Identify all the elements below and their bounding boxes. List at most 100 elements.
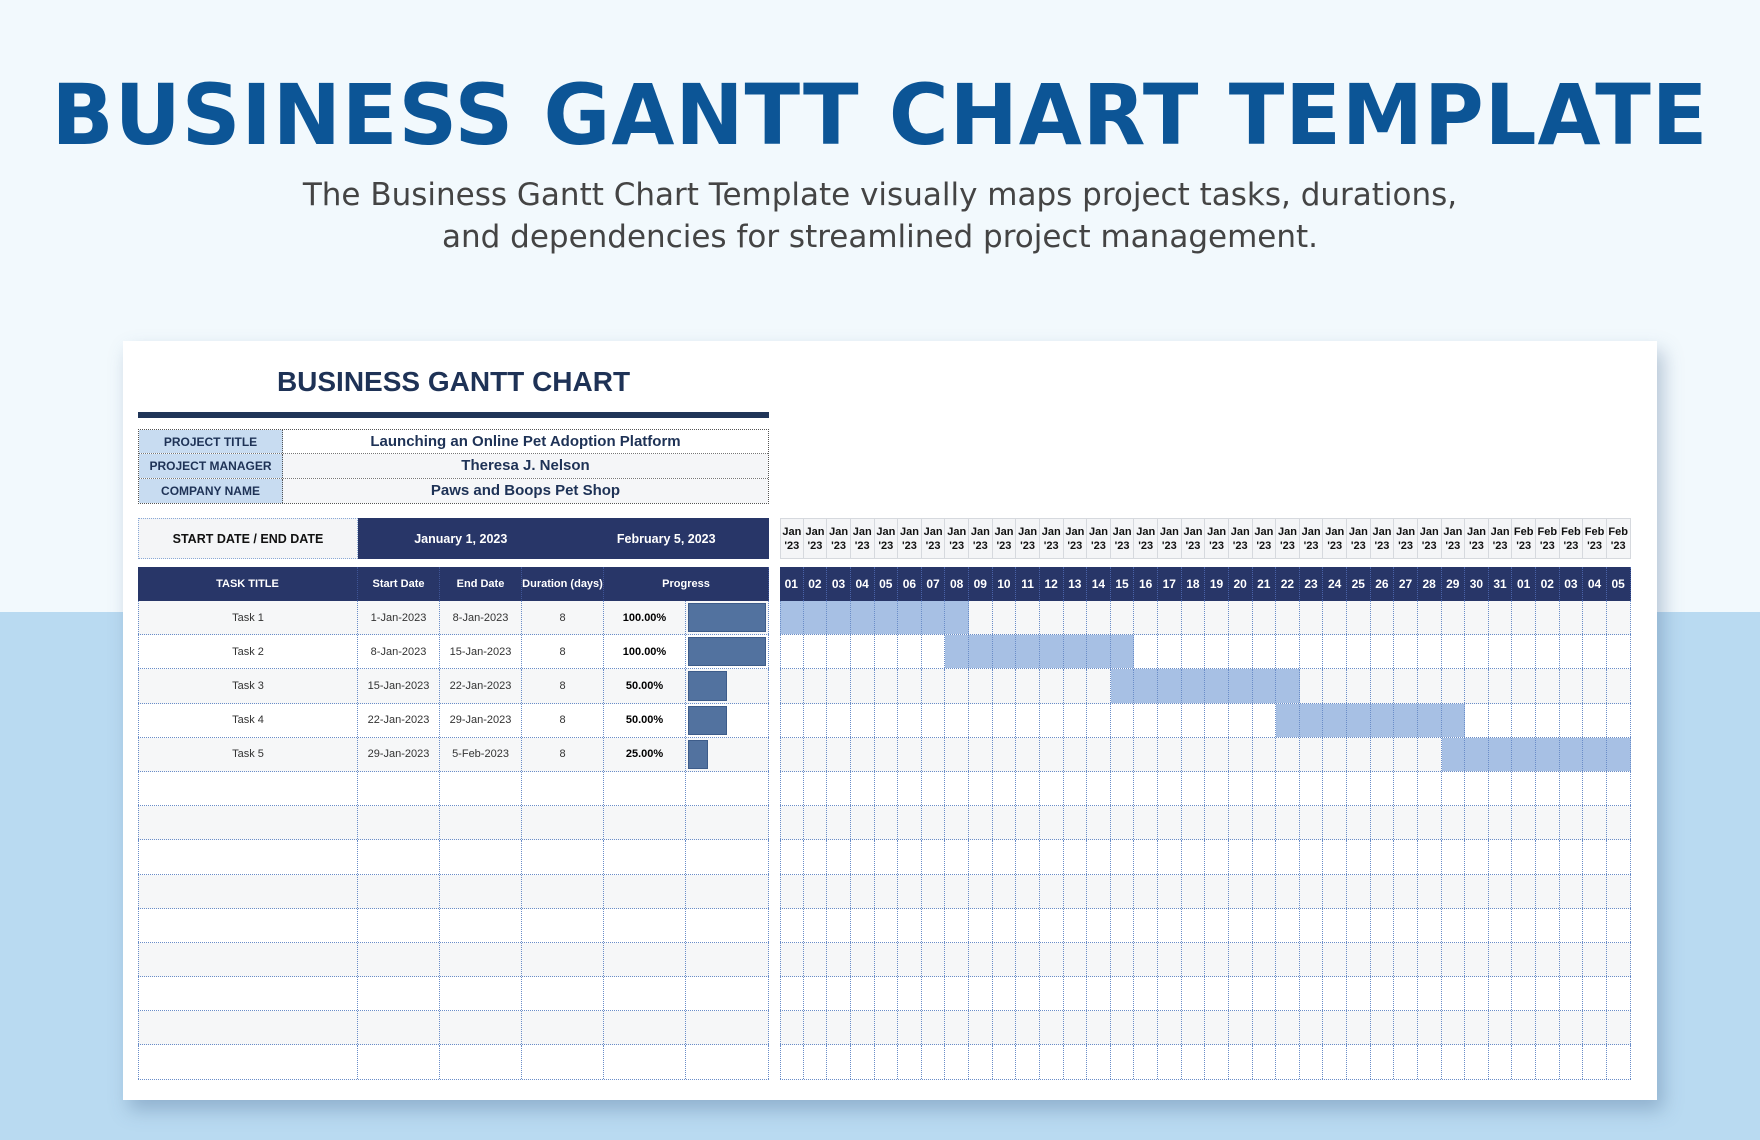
gantt-cell[interactable]	[1016, 601, 1040, 635]
task-title-cell[interactable]: Task 5	[138, 737, 358, 771]
gantt-cell[interactable]	[827, 771, 851, 806]
gantt-cell[interactable]	[1205, 635, 1229, 669]
gantt-cell[interactable]	[898, 771, 922, 806]
gantt-cell[interactable]	[1182, 635, 1206, 669]
gantt-cell[interactable]	[1489, 669, 1513, 703]
gantt-cell[interactable]	[1040, 840, 1064, 874]
gantt-cell[interactable]	[1536, 806, 1560, 840]
gantt-cell[interactable]	[1158, 908, 1182, 942]
gantt-cell[interactable]	[827, 635, 851, 669]
gantt-cell[interactable]	[1182, 977, 1206, 1011]
start-date-cell[interactable]	[358, 1045, 440, 1079]
gantt-cell[interactable]	[1300, 601, 1324, 635]
start-date-cell[interactable]	[358, 771, 440, 806]
gantt-cell[interactable]	[1182, 908, 1206, 942]
gantt-cell[interactable]	[827, 806, 851, 840]
gantt-cell[interactable]	[1607, 703, 1631, 737]
gantt-bar-cell[interactable]	[1512, 737, 1536, 771]
gantt-cell[interactable]	[875, 942, 899, 977]
progress-percent-cell[interactable]	[604, 874, 686, 908]
gantt-cell[interactable]	[1536, 942, 1560, 977]
gantt-cell[interactable]	[875, 908, 899, 942]
gantt-bar-cell[interactable]	[1417, 703, 1442, 737]
gantt-cell[interactable]	[1347, 840, 1371, 874]
gantt-cell[interactable]	[1134, 840, 1158, 874]
gantt-cell[interactable]	[1347, 874, 1371, 908]
gantt-cell[interactable]	[1111, 977, 1135, 1011]
gantt-bar-cell[interactable]	[1488, 737, 1513, 771]
gantt-cell[interactable]	[1134, 806, 1158, 840]
gantt-cell[interactable]	[1371, 840, 1395, 874]
gantt-cell[interactable]	[1394, 840, 1418, 874]
gantt-cell[interactable]	[969, 669, 993, 703]
gantt-cell[interactable]	[1536, 669, 1560, 703]
gantt-cell[interactable]	[1064, 1045, 1088, 1079]
gantt-cell[interactable]	[1182, 703, 1206, 737]
gantt-cell[interactable]	[1347, 635, 1371, 669]
gantt-cell[interactable]	[1040, 669, 1064, 703]
gantt-cell[interactable]	[993, 1011, 1017, 1045]
gantt-cell[interactable]	[1536, 908, 1560, 942]
gantt-cell[interactable]	[969, 601, 993, 635]
duration-cell[interactable]: 8	[522, 737, 604, 771]
task-title-cell[interactable]	[138, 977, 358, 1011]
gantt-cell[interactable]	[780, 703, 804, 737]
gantt-cell[interactable]	[1489, 840, 1513, 874]
gantt-cell[interactable]	[1276, 840, 1300, 874]
gantt-cell[interactable]	[1087, 669, 1111, 703]
project-manager-cell[interactable]: Theresa J. Nelson	[283, 454, 768, 478]
gantt-cell[interactable]	[898, 942, 922, 977]
gantt-cell[interactable]	[1583, 1011, 1607, 1045]
gantt-cell[interactable]	[1040, 737, 1064, 771]
task-title-cell[interactable]	[138, 874, 358, 908]
gantt-cell[interactable]	[1489, 908, 1513, 942]
gantt-cell[interactable]	[1064, 874, 1088, 908]
gantt-cell[interactable]	[1442, 840, 1466, 874]
duration-cell[interactable]: 8	[522, 669, 604, 703]
gantt-cell[interactable]	[898, 1045, 922, 1079]
gantt-cell[interactable]	[969, 840, 993, 874]
gantt-cell[interactable]	[969, 908, 993, 942]
end-date-cell[interactable]	[440, 806, 522, 840]
gantt-cell[interactable]	[1442, 874, 1466, 908]
gantt-cell[interactable]	[1394, 1011, 1418, 1045]
gantt-cell[interactable]	[1229, 601, 1253, 635]
gantt-cell[interactable]	[827, 703, 851, 737]
gantt-cell[interactable]	[1087, 771, 1111, 806]
gantt-cell[interactable]	[1182, 942, 1206, 977]
gantt-cell[interactable]	[1229, 635, 1253, 669]
gantt-cell[interactable]	[1182, 806, 1206, 840]
gantt-cell[interactable]	[1016, 737, 1040, 771]
gantt-cell[interactable]	[898, 1011, 922, 1045]
gantt-bar-cell[interactable]	[1134, 669, 1158, 703]
gantt-cell[interactable]	[1276, 977, 1300, 1011]
gantt-cell[interactable]	[1087, 1045, 1111, 1079]
gantt-cell[interactable]	[1134, 874, 1158, 908]
gantt-cell[interactable]	[780, 1045, 804, 1079]
gantt-cell[interactable]	[1229, 771, 1253, 806]
gantt-bar-cell[interactable]	[1181, 669, 1206, 703]
gantt-cell[interactable]	[1347, 601, 1371, 635]
end-date-cell[interactable]: 8-Jan-2023	[440, 601, 522, 635]
gantt-cell[interactable]	[1489, 977, 1513, 1011]
gantt-cell[interactable]	[1229, 737, 1253, 771]
gantt-cell[interactable]	[1347, 908, 1371, 942]
gantt-cell[interactable]	[1560, 942, 1584, 977]
gantt-cell[interactable]	[1536, 601, 1560, 635]
end-date-cell[interactable]	[440, 1045, 522, 1079]
gantt-cell[interactable]	[1040, 942, 1064, 977]
gantt-cell[interactable]	[1607, 840, 1631, 874]
gantt-cell[interactable]	[851, 942, 875, 977]
gantt-cell[interactable]	[1512, 942, 1536, 977]
gantt-cell[interactable]	[1134, 942, 1158, 977]
gantt-cell[interactable]	[1489, 635, 1513, 669]
gantt-cell[interactable]	[1465, 874, 1489, 908]
task-title-cell[interactable]	[138, 908, 358, 942]
gantt-cell[interactable]	[1300, 806, 1324, 840]
gantt-cell[interactable]	[780, 669, 804, 703]
gantt-cell[interactable]	[1158, 977, 1182, 1011]
gantt-cell[interactable]	[1182, 601, 1206, 635]
gantt-cell[interactable]	[1158, 942, 1182, 977]
gantt-cell[interactable]	[780, 806, 804, 840]
gantt-cell[interactable]	[1489, 703, 1513, 737]
